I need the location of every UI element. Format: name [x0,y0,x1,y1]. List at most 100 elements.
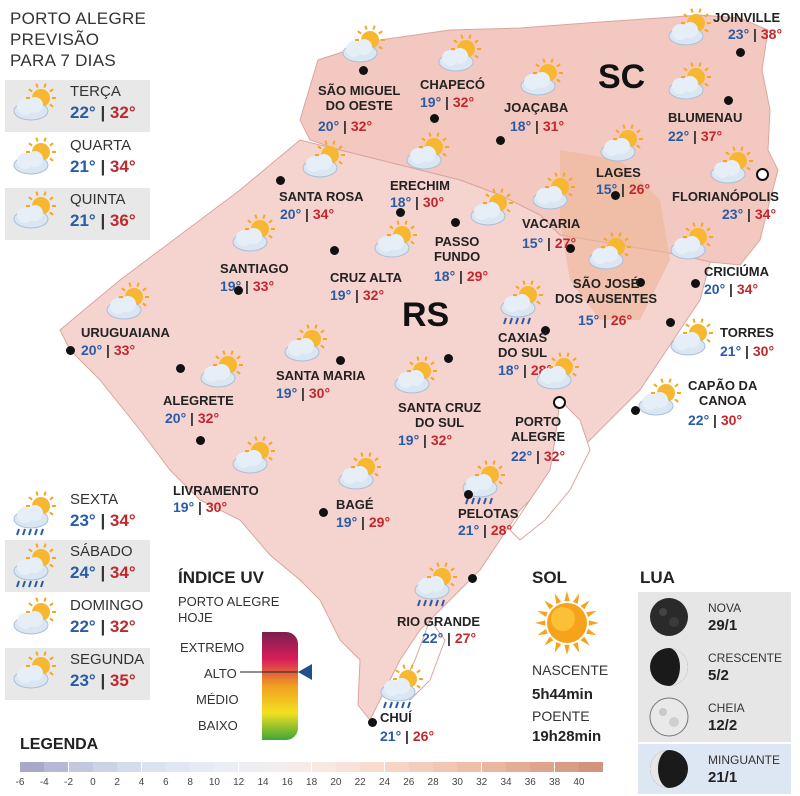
city-marker[interactable] [631,406,640,415]
city-marker[interactable] [566,244,575,253]
legend-title: LEGENDA [20,736,99,753]
city-max-temp: 30° [720,412,743,428]
city-temps: 22° | 30° [688,412,742,428]
city-temps: 18° | 29° [434,268,488,284]
city-min-temp: 19° [276,385,298,401]
city-max-temp: 30° [308,385,331,401]
city-marker[interactable] [396,208,405,217]
sun-ray [586,610,597,618]
partly-cloudy-icon [228,214,280,260]
city-marker[interactable] [336,356,345,365]
sunrise-time: 5h44min [532,686,593,703]
forecast-day-panel: DOMINGO 22° | 32° [5,594,150,646]
forecast-day-temps: 21° | 36° [70,211,136,231]
title-line-2: PREVISÃO [10,30,100,49]
temp-separator: | [301,206,313,222]
city-marker[interactable] [319,508,328,517]
city-temps: 19° | 32° [398,432,452,448]
city-marker[interactable] [176,364,185,373]
partly-cloudy-icon [102,282,154,328]
city-marker[interactable] [496,136,505,145]
city-temps: 15° | 27° [522,235,576,251]
city-marker[interactable] [359,66,368,75]
city-min-temp: 15° [578,312,600,328]
temp-separator: | [531,118,543,134]
city-temps: 20° | 34° [704,281,758,297]
city-marker[interactable] [234,286,243,295]
temp-separator: | [689,128,701,144]
city-marker[interactable] [276,176,285,185]
uv-title: ÍNDICE UV [178,568,264,587]
temp-separator: | [617,181,629,197]
city-max-temp: 27° [554,235,577,251]
city-min-temp: 20° [704,281,726,297]
sun-ray [572,593,580,604]
partly-cloudy-icon [664,8,716,54]
city-min-temp: 19° [173,499,195,515]
city-marker[interactable] [430,114,439,123]
legend-swatch [360,762,385,772]
legend-swatch [20,762,44,772]
city-marker[interactable] [724,96,733,105]
partly-cloudy-icon [516,58,568,104]
city-temps: 23° | 38° [728,26,782,42]
city-max-temp: 29° [368,514,391,530]
city-marker[interactable] [636,278,645,287]
forecast-day-panel: SEXTA 23° | 34° [5,488,150,540]
city-marker[interactable] [736,48,745,57]
city-marker[interactable] [368,718,377,727]
city-marker[interactable] [464,490,473,499]
city-min-temp: 20° [165,410,187,426]
city-marker[interactable] [451,218,460,227]
city-max-temp: 30° [752,343,775,359]
legend-tick-label: 12 [233,777,245,788]
temp-separator: | [443,630,455,646]
city-marker[interactable] [541,326,550,335]
city-marker[interactable] [196,436,205,445]
legend-swatch [44,762,69,772]
city-marker[interactable] [66,346,75,355]
sun-rain-icon [496,280,548,326]
sun-ray [580,600,590,610]
city-temps: 15° | 26° [596,181,650,197]
city-max-temp: 34° [754,206,777,222]
city-max-temp: 30° [205,499,228,515]
sun-ray [572,642,580,653]
city-marker[interactable] [553,396,566,409]
city-min-temp: 21° [720,343,742,359]
legend-swatch [578,762,603,772]
city-marker[interactable] [468,574,477,583]
moon-phase-date: 12/2 [708,717,738,734]
city-marker[interactable] [756,168,769,181]
sun-ray [544,600,554,610]
legend-tick-label: 38 [549,777,561,788]
city-marker[interactable] [330,246,339,255]
city-temps: 18° | 31° [510,118,564,134]
temp-separator: | [519,362,531,378]
city-min-temp: 22° [511,448,533,464]
city-name: JOINVILLE [713,10,781,25]
sun-ray [537,628,548,636]
title-line-1: PORTO ALEGRE [10,9,147,28]
sun-ray [554,593,562,604]
uv-scale-bar [262,632,298,740]
city-min-temp: 22° [422,630,444,646]
city-temps: 22° | 32° [511,448,565,464]
city-max-temp: 32° [430,432,453,448]
city-marker[interactable] [691,279,700,288]
city-marker[interactable] [666,318,675,327]
city-marker[interactable] [444,354,453,363]
legend-tick-label: 2 [114,777,120,788]
partly-cloudy-icon [370,220,422,266]
city-marker[interactable] [611,191,620,200]
moon-title: LUA [640,568,675,587]
city-temps: 22° | 27° [422,630,476,646]
temp-separator: | [339,118,351,134]
city-temps: 15° | 26° [578,312,632,328]
city-name: JOAÇABA [504,100,569,115]
partly-cloudy-icon [596,124,648,170]
forecast-day-name: TERÇA [70,83,121,100]
forecast-min-temp: 21° [70,157,96,176]
city-min-temp: 18° [434,268,456,284]
temp-separator: | [749,26,761,42]
